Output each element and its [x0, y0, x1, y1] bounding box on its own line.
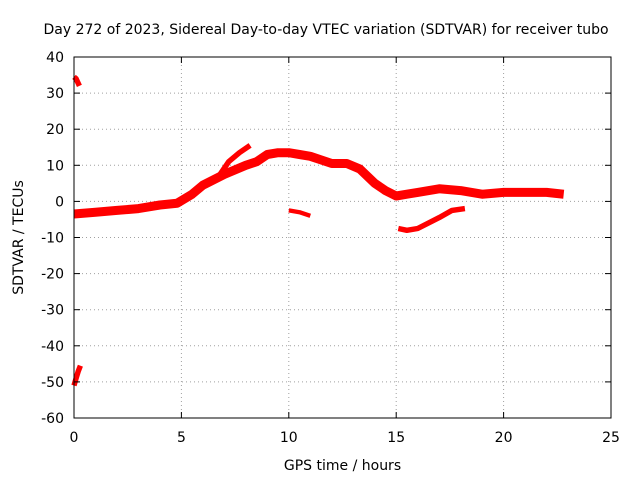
y-tick-label: 30: [46, 86, 64, 102]
y-tick-label: -50: [41, 375, 64, 391]
x-tick-label: 15: [387, 430, 405, 446]
y-tick-label: 20: [46, 122, 64, 138]
y-tick-label: -20: [41, 267, 64, 283]
series-start-high: [72, 74, 82, 88]
series-upper-branch: [217, 143, 252, 176]
x-tick-label: 0: [70, 430, 79, 446]
axis-ticks: 0 5 10 15 20 25 -60 -50 -40 -30 -20 -10 0 10 20 30 40: [41, 50, 620, 446]
x-axis-label: GPS time / hours: [284, 458, 401, 474]
x-tick-label: 5: [177, 430, 186, 446]
y-tick-label: 0: [55, 194, 64, 210]
series-main-trace: [73, 148, 565, 219]
data-series: [71, 74, 565, 387]
x-tick-label: 25: [602, 430, 620, 446]
chart-title: Day 272 of 2023, Sidereal Day-to-day VTE…: [43, 22, 608, 38]
series-start-low: [71, 364, 83, 387]
series-segment-15-18-h: [397, 205, 466, 234]
y-tick-label: -60: [41, 411, 64, 427]
grid-lines: [74, 57, 611, 418]
y-axis-label: SDTVAR / TECUs: [11, 180, 27, 295]
x-tick-label: 10: [280, 430, 298, 446]
series-segment-10-11-h: [288, 208, 311, 218]
y-tick-label: 40: [46, 50, 64, 66]
y-tick-label: -30: [41, 303, 64, 319]
y-tick-label: 10: [46, 158, 64, 174]
y-tick-label: -10: [41, 231, 64, 247]
x-tick-label: 20: [495, 430, 513, 446]
y-tick-label: -40: [41, 339, 64, 355]
